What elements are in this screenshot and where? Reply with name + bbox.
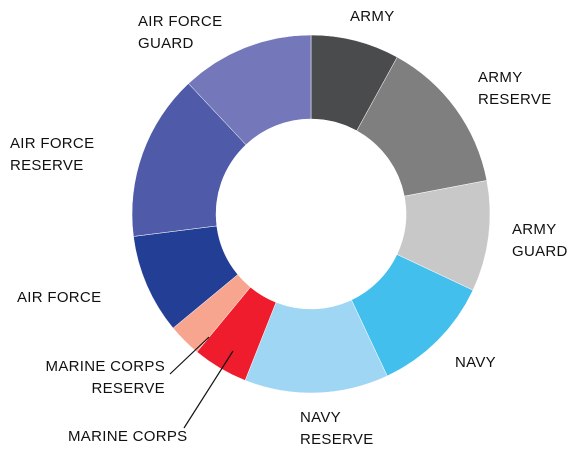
segment-label: ARMY GUARD (512, 221, 568, 260)
segment-label: AIR FORCE RESERVE (10, 135, 95, 174)
segment-label: ARMY RESERVE (478, 69, 552, 108)
donut-segment (188, 34, 312, 146)
segment-label: MARINE CORPS RESERVE (45, 358, 165, 397)
leader-line (183, 350, 234, 429)
segment-label: AIR FORCE GUARD (138, 13, 223, 52)
segment-label: MARINE CORPS (68, 428, 188, 445)
segment-label: ARMY (350, 8, 395, 25)
segment-label: AIR FORCE (17, 289, 102, 306)
segment-label: NAVY (455, 354, 496, 371)
segment-label: NAVY RESERVE (300, 409, 374, 448)
leader-line (169, 336, 210, 375)
